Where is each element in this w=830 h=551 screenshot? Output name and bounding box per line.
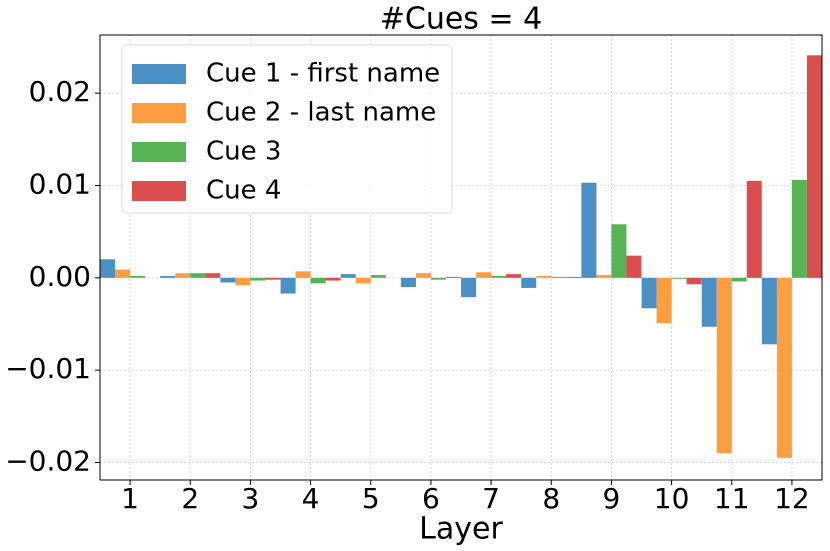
bar: [205, 273, 221, 278]
bar: [746, 180, 762, 278]
x-tick-label: 9: [603, 482, 621, 515]
y-tick-label: 0.00: [29, 260, 91, 293]
bar: [521, 277, 537, 288]
bar: [761, 277, 777, 345]
x-axis-label: Layer: [419, 512, 503, 547]
bar: [250, 277, 266, 281]
bar: [190, 273, 206, 278]
bar: [370, 275, 386, 278]
bar: [115, 269, 131, 278]
bar: [100, 259, 116, 278]
bar: [355, 277, 371, 284]
bar: [415, 273, 431, 278]
bar: [536, 275, 552, 278]
bar: [611, 224, 627, 278]
y-tick-label: 0.02: [29, 75, 91, 108]
bar: [476, 272, 492, 278]
bar: [626, 255, 642, 278]
legend-swatch: [132, 64, 186, 84]
bar: [791, 179, 807, 278]
bar: [130, 275, 146, 278]
legend-label: Cue 4: [206, 176, 281, 206]
bar: [445, 276, 461, 278]
bar: [731, 277, 747, 282]
x-tick-label: 5: [362, 482, 380, 515]
legend-label: Cue 3: [206, 137, 281, 167]
bar: [310, 277, 326, 284]
bar: [175, 273, 191, 278]
legend-swatch: [132, 181, 186, 201]
bar: [235, 277, 251, 286]
bar: [551, 276, 567, 278]
bar: [461, 277, 477, 298]
legend-label: Cue 1 - first name: [206, 59, 440, 89]
bar: [325, 277, 341, 281]
x-tick-label: 12: [774, 482, 810, 515]
bar: [295, 271, 311, 278]
y-tick-label: −0.02: [5, 444, 91, 477]
bar: [776, 277, 792, 458]
x-tick-label: 2: [181, 482, 199, 515]
x-tick-label: 11: [714, 482, 750, 515]
legend-label: Cue 2 - last name: [206, 98, 436, 128]
bar: [220, 277, 236, 283]
x-tick-label: 10: [654, 482, 690, 515]
x-tick-label: 1: [121, 482, 139, 515]
bar: [160, 275, 176, 278]
bar: [491, 275, 507, 278]
legend-box: [121, 44, 453, 214]
bar: [340, 274, 356, 278]
y-tick-label: −0.01: [5, 352, 91, 385]
y-tick-label: 0.01: [29, 167, 91, 200]
bar: [671, 277, 687, 279]
x-tick-label: 4: [302, 482, 320, 515]
plot-frame: [99, 34, 823, 481]
bar: [280, 277, 296, 294]
x-tick-label: 7: [482, 482, 500, 515]
bar: [716, 277, 732, 454]
bar: [506, 274, 522, 278]
x-tick-label: 8: [542, 482, 560, 515]
chart-title: #Cues = 4: [380, 2, 542, 37]
x-tick-label: 6: [422, 482, 440, 515]
bar: [400, 277, 416, 288]
bar: [686, 277, 702, 285]
bar: [581, 182, 597, 278]
bar: [265, 277, 281, 280]
legend-swatch: [132, 103, 186, 123]
legend-swatch: [132, 142, 186, 162]
bar: [701, 277, 717, 327]
bar: [430, 277, 446, 280]
bar: [641, 277, 657, 309]
bar: [566, 276, 582, 278]
x-tick-label: 3: [242, 482, 260, 515]
bar: [656, 277, 672, 324]
bar: [596, 275, 612, 278]
bar: [806, 55, 822, 278]
